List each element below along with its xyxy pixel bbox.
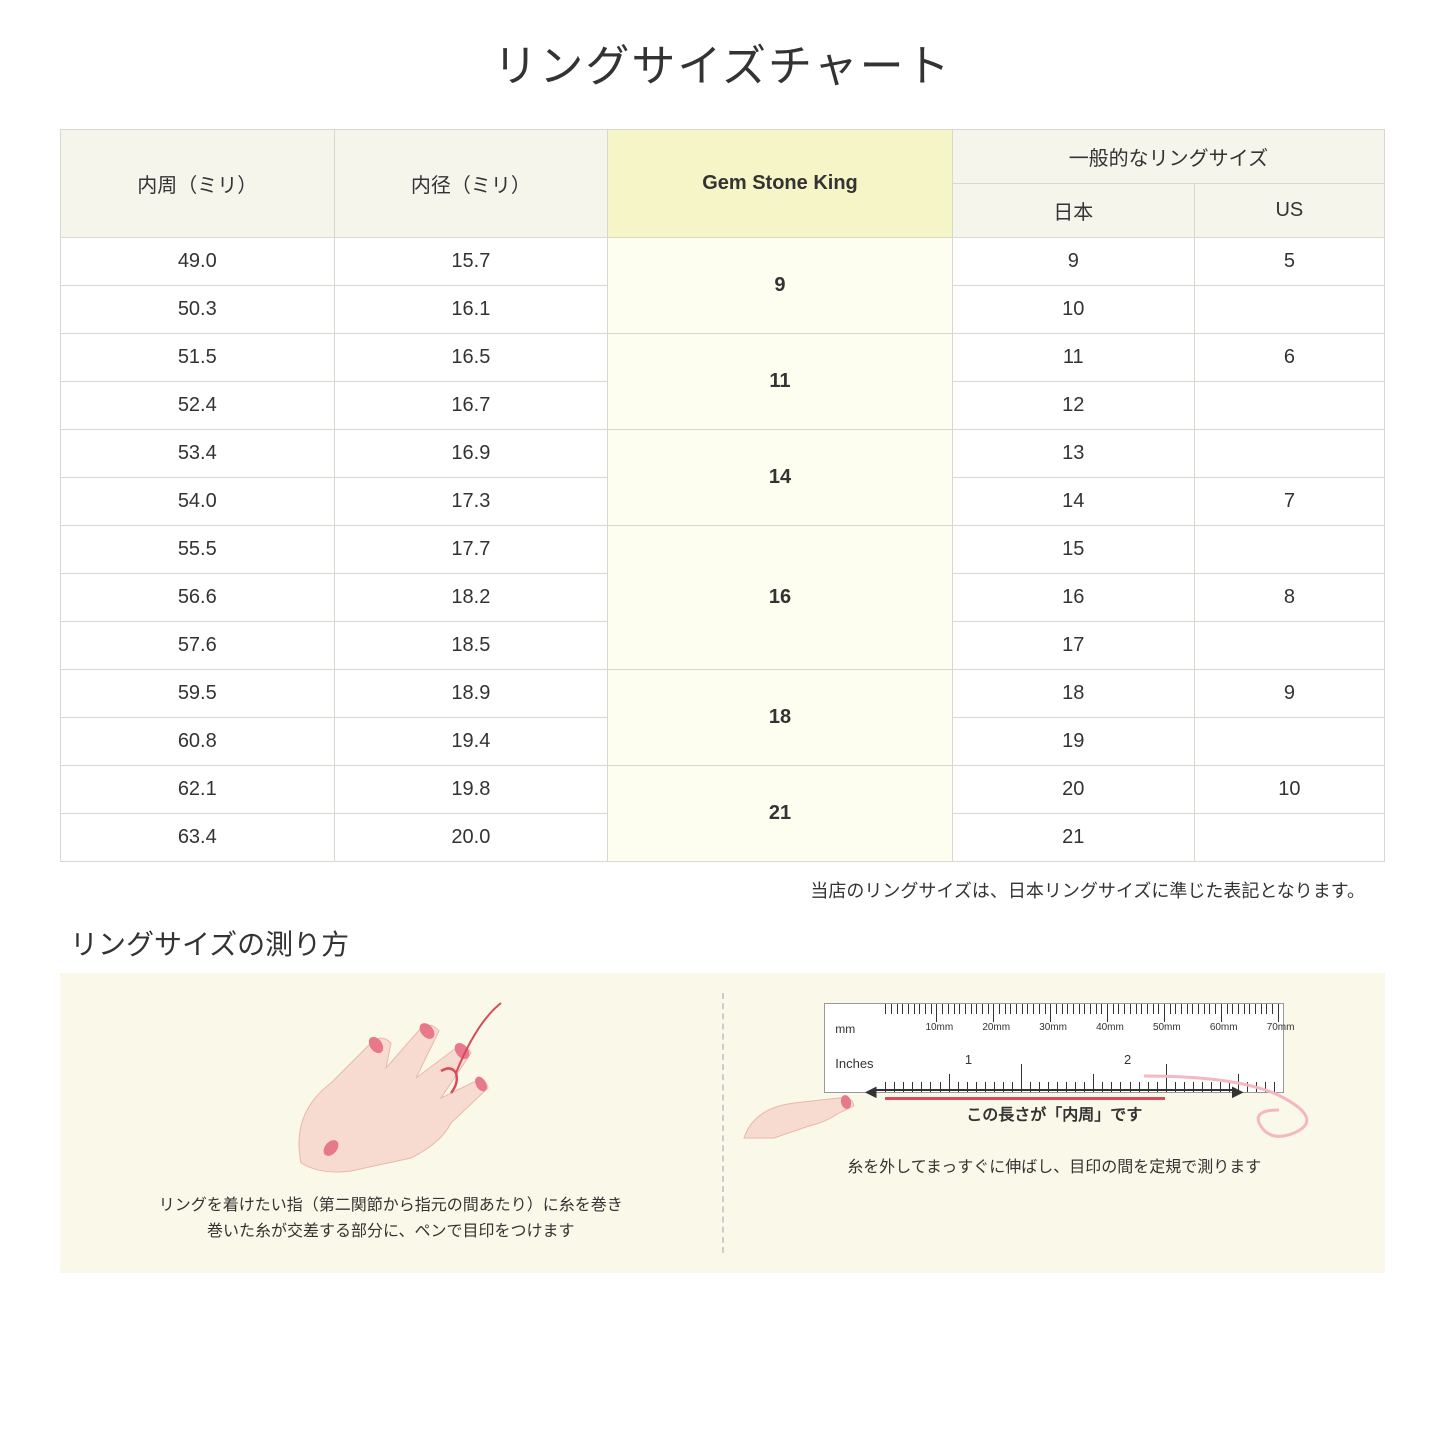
cell-gsk: 14 bbox=[608, 430, 953, 526]
cell-us bbox=[1194, 622, 1384, 670]
table-row: 53.416.91413 bbox=[61, 430, 1385, 478]
cell-jp: 11 bbox=[952, 334, 1194, 382]
cell-us bbox=[1194, 430, 1384, 478]
cell-dia: 16.5 bbox=[334, 334, 608, 382]
cell-jp: 18 bbox=[952, 670, 1194, 718]
measure-step-2: 10mm20mm30mm40mm50mm60mm70mm mm Inches 1… bbox=[724, 973, 1386, 1273]
cell-circ: 55.5 bbox=[61, 526, 335, 574]
cell-us bbox=[1194, 718, 1384, 766]
col-circumference: 内周（ミリ） bbox=[61, 130, 335, 238]
ruler-mm-label: mm bbox=[835, 1022, 855, 1036]
col-japan: 日本 bbox=[952, 184, 1194, 238]
cell-us: 6 bbox=[1194, 334, 1384, 382]
cell-dia: 15.7 bbox=[334, 238, 608, 286]
cell-us bbox=[1194, 382, 1384, 430]
cell-dia: 18.5 bbox=[334, 622, 608, 670]
cell-circ: 51.5 bbox=[61, 334, 335, 382]
arrow-measurement: ◀ ▶ この長さが「内周」です bbox=[744, 1101, 1366, 1125]
col-us: US bbox=[1194, 184, 1384, 238]
col-diameter: 内径（ミリ） bbox=[334, 130, 608, 238]
step1-caption: リングを着けたい指（第二関節から指元の間あたり）に糸を巻き 巻いた糸が交差する部… bbox=[80, 1193, 702, 1244]
page-title: リングサイズチャート bbox=[60, 30, 1385, 94]
cell-dia: 16.1 bbox=[334, 286, 608, 334]
cell-dia: 17.7 bbox=[334, 526, 608, 574]
cell-jp: 12 bbox=[952, 382, 1194, 430]
cell-jp: 17 bbox=[952, 622, 1194, 670]
cell-jp: 10 bbox=[952, 286, 1194, 334]
cell-circ: 54.0 bbox=[61, 478, 335, 526]
cell-us: 9 bbox=[1194, 670, 1384, 718]
cell-jp: 20 bbox=[952, 766, 1194, 814]
cell-circ: 50.3 bbox=[61, 286, 335, 334]
table-row: 62.119.8212010 bbox=[61, 766, 1385, 814]
step2-caption: 糸を外してまっすぐに伸ばし、目印の間を定規で測ります bbox=[744, 1155, 1366, 1181]
measure-title: リングサイズの測り方 bbox=[70, 923, 1385, 963]
cell-dia: 18.2 bbox=[334, 574, 608, 622]
cell-circ: 59.5 bbox=[61, 670, 335, 718]
col-general: 一般的なリングサイズ bbox=[952, 130, 1384, 184]
cell-jp: 19 bbox=[952, 718, 1194, 766]
footnote: 当店のリングサイズは、日本リングサイズに準じた表記となります。 bbox=[60, 877, 1385, 903]
cell-jp: 14 bbox=[952, 478, 1194, 526]
measure-section: リングを着けたい指（第二関節から指元の間あたり）に糸を巻き 巻いた糸が交差する部… bbox=[60, 973, 1385, 1273]
cell-gsk: 16 bbox=[608, 526, 953, 670]
ring-size-table: 内周（ミリ） 内径（ミリ） Gem Stone King 一般的なリングサイズ … bbox=[60, 129, 1385, 862]
cell-dia: 20.0 bbox=[334, 814, 608, 862]
table-row: 51.516.511116 bbox=[61, 334, 1385, 382]
cell-circ: 53.4 bbox=[61, 430, 335, 478]
cell-circ: 49.0 bbox=[61, 238, 335, 286]
cell-jp: 21 bbox=[952, 814, 1194, 862]
cell-dia: 16.7 bbox=[334, 382, 608, 430]
cell-jp: 16 bbox=[952, 574, 1194, 622]
cell-jp: 15 bbox=[952, 526, 1194, 574]
cell-circ: 56.6 bbox=[61, 574, 335, 622]
cell-dia: 16.9 bbox=[334, 430, 608, 478]
cell-circ: 52.4 bbox=[61, 382, 335, 430]
measure-step-1: リングを着けたい指（第二関節から指元の間あたり）に糸を巻き 巻いた糸が交差する部… bbox=[60, 973, 722, 1273]
cell-jp: 13 bbox=[952, 430, 1194, 478]
cell-dia: 19.8 bbox=[334, 766, 608, 814]
table-row: 59.518.918189 bbox=[61, 670, 1385, 718]
table-row: 55.517.71615 bbox=[61, 526, 1385, 574]
cell-dia: 19.4 bbox=[334, 718, 608, 766]
table-row: 49.015.7995 bbox=[61, 238, 1385, 286]
cell-gsk: 18 bbox=[608, 670, 953, 766]
arrow-label: この長さが「内周」です bbox=[966, 1107, 1142, 1124]
cell-gsk: 11 bbox=[608, 334, 953, 430]
cell-jp: 9 bbox=[952, 238, 1194, 286]
cell-circ: 62.1 bbox=[61, 766, 335, 814]
cell-us bbox=[1194, 526, 1384, 574]
cell-us bbox=[1194, 286, 1384, 334]
cell-dia: 18.9 bbox=[334, 670, 608, 718]
cell-us bbox=[1194, 814, 1384, 862]
cell-us: 5 bbox=[1194, 238, 1384, 286]
cell-us: 10 bbox=[1194, 766, 1384, 814]
cell-circ: 60.8 bbox=[61, 718, 335, 766]
cell-circ: 63.4 bbox=[61, 814, 335, 862]
cell-circ: 57.6 bbox=[61, 622, 335, 670]
col-gsk: Gem Stone King bbox=[608, 130, 953, 238]
cell-dia: 17.3 bbox=[334, 478, 608, 526]
cell-us: 8 bbox=[1194, 574, 1384, 622]
cell-gsk: 9 bbox=[608, 238, 953, 334]
cell-gsk: 21 bbox=[608, 766, 953, 862]
hand-wrap-illustration bbox=[241, 993, 541, 1183]
cell-us: 7 bbox=[1194, 478, 1384, 526]
